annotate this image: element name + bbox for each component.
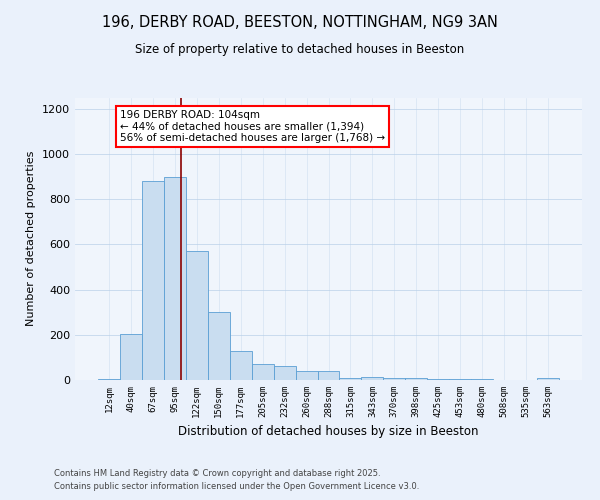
Bar [427,379,449,380]
Bar [164,176,186,380]
Bar [120,334,142,380]
Bar [317,371,340,380]
Text: Contains public sector information licensed under the Open Government Licence v3: Contains public sector information licen… [54,482,419,491]
Bar [340,378,361,380]
Text: 196 DERBY ROAD: 104sqm
← 44% of detached houses are smaller (1,394)
56% of semi-: 196 DERBY ROAD: 104sqm ← 44% of detached… [120,110,385,143]
Bar [208,312,230,380]
Text: Size of property relative to detached houses in Beeston: Size of property relative to detached ho… [136,42,464,56]
Bar [406,378,427,380]
Text: 196, DERBY ROAD, BEESTON, NOTTINGHAM, NG9 3AN: 196, DERBY ROAD, BEESTON, NOTTINGHAM, NG… [102,15,498,30]
Text: Contains HM Land Registry data © Crown copyright and database right 2025.: Contains HM Land Registry data © Crown c… [54,468,380,477]
Bar [142,181,164,380]
Bar [186,251,208,380]
Y-axis label: Number of detached properties: Number of detached properties [26,151,37,326]
Bar [383,378,406,380]
Bar [98,379,120,380]
Bar [274,366,296,380]
Bar [296,371,317,380]
Bar [251,364,274,380]
X-axis label: Distribution of detached houses by size in Beeston: Distribution of detached houses by size … [178,426,479,438]
Bar [361,376,383,380]
Bar [449,379,471,380]
Bar [230,350,251,380]
Bar [537,378,559,380]
